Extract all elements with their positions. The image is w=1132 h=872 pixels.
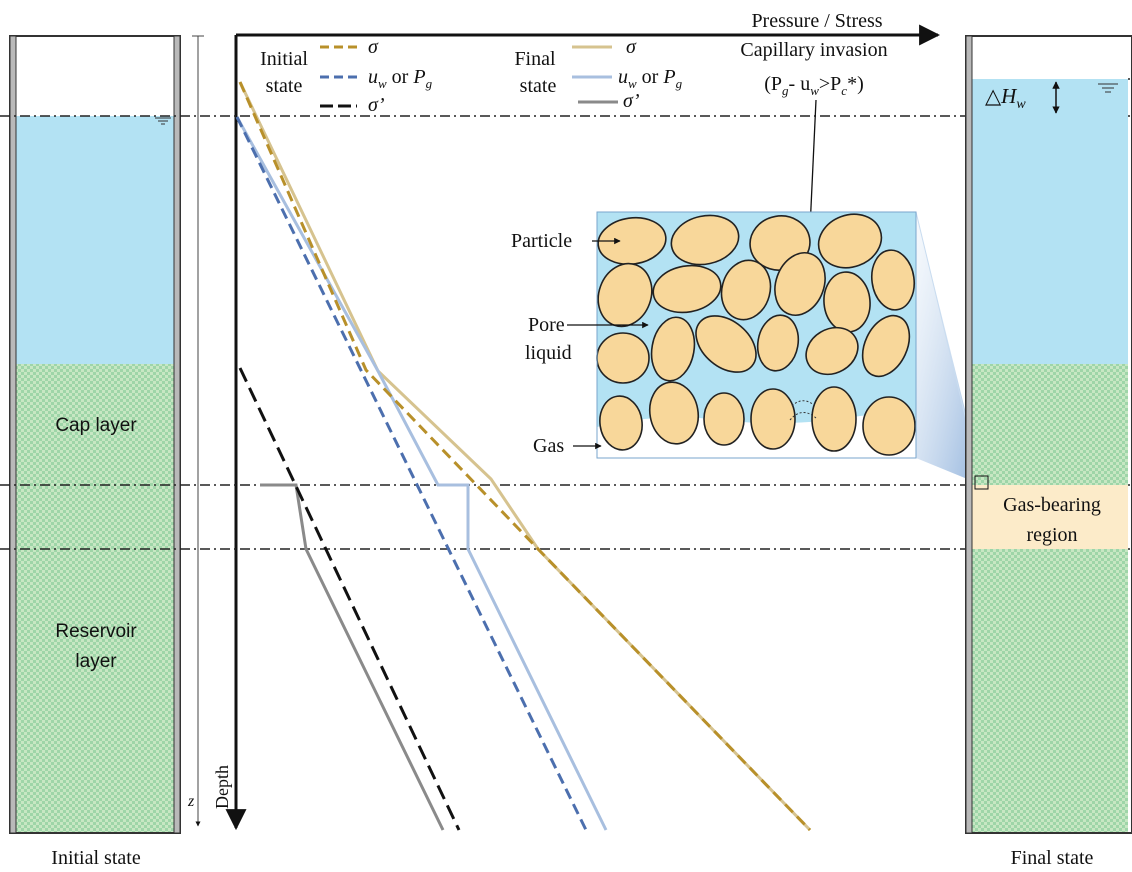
legend-initial: Initial state σ uw or Pg σ’: [260, 36, 432, 116]
legend-initial-title-1: Initial: [260, 48, 308, 70]
right-column-wall-left: [965, 35, 973, 834]
particle: [817, 213, 883, 269]
left-column-wall-right: [173, 35, 181, 834]
left-column: Cap layer Reservoir layer Initial state: [9, 35, 181, 869]
initial-uw-profile: [235, 116, 588, 831]
particle: [596, 332, 650, 384]
right-column-reservoir-layer: [968, 549, 1128, 832]
right-column-air: [968, 36, 1128, 79]
particle: [695, 315, 757, 373]
gas-bearing-region-label-2: region: [1026, 524, 1077, 546]
capillary-invasion-condition: (Pg- uw>Pc*): [764, 73, 864, 98]
particle: [861, 314, 911, 378]
final-state-caption: Final state: [1011, 847, 1094, 869]
gas-label: Gas: [533, 435, 564, 457]
water-table-icon-right: [1098, 83, 1118, 93]
initial-sigma-profile: [238, 81, 812, 832]
particle: [670, 214, 740, 266]
particle: [811, 386, 857, 452]
pore-scale-inset: Particle Pore liquid Gas: [511, 211, 917, 459]
particle: [652, 264, 722, 314]
particle-label: Particle: [511, 230, 572, 252]
left-column-wall-left: [9, 35, 17, 834]
stress-profiles: [235, 81, 812, 832]
legend-final-sigma-label: σ: [626, 36, 637, 58]
z-axis-label: z: [187, 793, 195, 810]
pore-liquid-label-1: Pore: [528, 314, 565, 336]
left-column-reservoir-layer: [12, 485, 176, 832]
left-column-water: [12, 116, 176, 364]
right-column-water: [968, 79, 1128, 364]
pressure-axis-label: Pressure / Stress: [751, 10, 882, 32]
depth-axis-label: Depth: [212, 765, 232, 809]
water-table-icon-left: [155, 117, 171, 125]
left-column-cap-layer: [12, 364, 176, 485]
particle: [750, 388, 796, 450]
initial-sigma-eff-profile: [238, 367, 461, 831]
particle: [599, 395, 643, 451]
particle: [870, 249, 916, 311]
zoom-source-box: [974, 475, 989, 490]
legend-initial-title-2: state: [266, 75, 303, 97]
legend-final-uw-label: uw or Pg: [618, 66, 683, 91]
particle: [862, 396, 916, 456]
cap-layer-label: Cap layer: [55, 415, 137, 436]
legend-final-title-1: Final: [514, 48, 556, 70]
particles: [596, 213, 916, 456]
legend-initial-sigma-eff-label: σ’: [368, 94, 385, 116]
capillary-invasion-title: Capillary invasion: [740, 39, 887, 61]
particle: [720, 259, 772, 321]
left-column-air: [12, 36, 176, 116]
particle: [774, 252, 826, 316]
legend-final: Final state σ uw or Pg σ’: [514, 36, 682, 112]
reservoir-layer-label-1: Reservoir: [55, 621, 137, 642]
legend-final-title-2: state: [520, 75, 557, 97]
z-axis: z: [187, 35, 204, 827]
particle: [805, 326, 859, 376]
gas-bearing-region-label-1: Gas-bearing: [1003, 494, 1101, 516]
legend-initial-uw-label: uw or Pg: [368, 66, 433, 91]
pore-liquid-label-2: liquid: [525, 342, 572, 364]
particle: [597, 216, 667, 266]
right-column-cap-layer: [968, 364, 1128, 485]
initial-state-caption: Initial state: [51, 847, 141, 869]
final-uw-profile: [235, 116, 608, 831]
final-sigma-eff-profile: [260, 483, 445, 831]
delta-h-label: △Hw: [985, 84, 1026, 112]
legend-final-sigma-eff-label: σ’: [623, 90, 640, 112]
particle: [648, 381, 700, 445]
right-column-gas-region: [968, 485, 1128, 549]
capillary-invasion-annotation: Capillary invasion (Pg- uw>Pc*): [740, 39, 888, 401]
inset-frame: [596, 211, 917, 459]
particle: [650, 316, 696, 382]
reservoir-layer-label-2: layer: [75, 651, 117, 672]
particle: [756, 314, 800, 372]
main-axes: Pressure / Stress Depth: [212, 10, 941, 831]
legend-initial-sigma-label: σ: [368, 36, 379, 58]
right-column: △Hw Gas-bearing region Final state: [965, 35, 1132, 869]
particle: [703, 392, 745, 446]
final-sigma-profile: [238, 81, 812, 832]
